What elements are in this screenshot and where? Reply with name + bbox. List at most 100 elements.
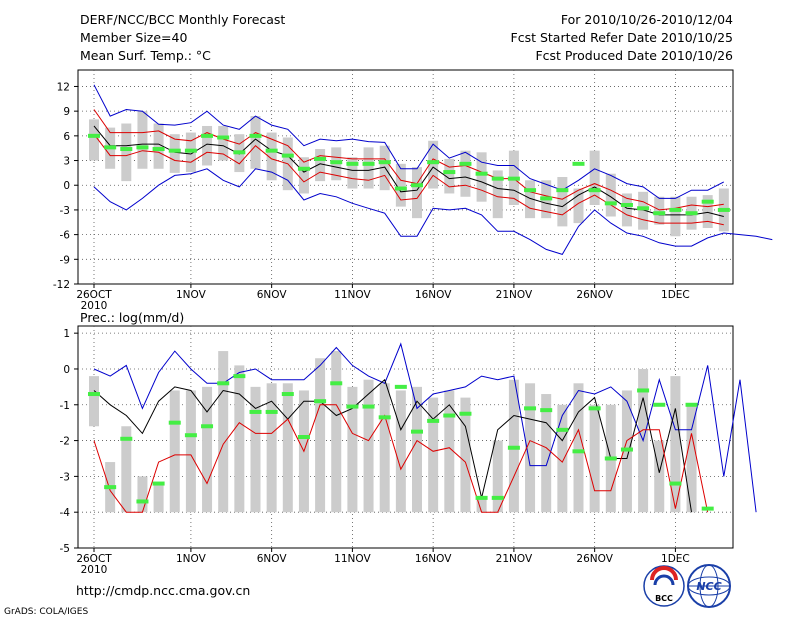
temp-ytick-label: -12 <box>53 279 70 291</box>
prec-climatology-mark <box>556 427 569 432</box>
prec-spread-box <box>654 440 665 513</box>
prec-climatology-mark <box>120 436 133 441</box>
prec-spread-box <box>169 390 180 513</box>
temp-spread-box <box>347 157 358 189</box>
temp-climatology-mark <box>88 133 100 138</box>
temp-max-line <box>93 84 725 199</box>
temp-climatology-mark <box>136 145 149 150</box>
prec-panel-title: Prec.: log(mm/d) <box>80 310 184 325</box>
ncc-logo: NCC <box>687 564 731 608</box>
temp-climatology-mark <box>669 207 682 212</box>
temp-climatology-mark <box>540 196 553 201</box>
prec-climatology-mark <box>265 409 278 414</box>
temp-climatology-mark <box>717 207 730 212</box>
temp-spread-box <box>153 123 164 169</box>
temp-spread-box <box>460 150 471 197</box>
precipitation-panel: -5 -4 -3 -2 -1 0 1 26OCT 1NOV 6NOV 11NOV 16NOV 21NOV… <box>60 325 757 576</box>
temp-ytick-label: 6 <box>63 131 70 143</box>
prec-climatology-mark <box>507 445 520 450</box>
temp-climatology-mark <box>443 170 456 175</box>
temp-climatology-mark <box>265 148 278 153</box>
temp-climatology-mark <box>394 186 407 191</box>
temp-climatology-mark <box>556 188 569 193</box>
prec-spread-box <box>331 351 342 513</box>
prec-climatology-mark <box>604 456 617 461</box>
temp-climatology-mark <box>184 148 197 153</box>
temp-xtick-label: 1NOV <box>176 289 207 301</box>
prec-xtick-label: 11NOV <box>334 553 371 565</box>
temp-mean-line <box>93 125 724 217</box>
source-url: http://cmdp.ncc.cma.gov.cn <box>76 583 250 598</box>
temp-spread-box <box>444 158 455 194</box>
temp-climatology-mark <box>701 199 714 204</box>
temp-climatology-mark <box>104 145 117 150</box>
prec-spread-box <box>218 351 229 513</box>
prec-spread-box <box>670 376 681 513</box>
temp-spread-box <box>525 180 536 219</box>
temp-spread-box <box>654 196 665 225</box>
prec-climatology-mark <box>104 485 117 490</box>
temp-climatology-mark <box>604 201 617 206</box>
prec-climatology-mark <box>346 404 359 409</box>
temp-spread-box <box>573 188 584 224</box>
prec-spread-box <box>234 365 245 513</box>
prec-plot-frame <box>77 325 734 549</box>
temp-year-label: 2010 <box>81 300 108 312</box>
temp-xtick-label: 21NOV <box>496 289 533 301</box>
prec-spread-box <box>202 386 213 513</box>
temp-ytick-label: -6 <box>60 230 71 242</box>
member-size: Member Size=40 <box>80 30 187 45</box>
chart-title: DERF/NCC/BCC Monthly Forecast <box>80 12 285 27</box>
prec-spread-box <box>476 497 487 513</box>
prec-climatology-mark <box>136 499 149 504</box>
prec-ytick-label: 1 <box>63 328 70 340</box>
prec-climatology-mark <box>281 392 294 397</box>
fcst-started: Fcst Started Refer Date 2010/10/25 <box>511 30 734 45</box>
prec-xtick-label: 1NOV <box>176 553 207 565</box>
prec-climatology-mark <box>411 429 423 434</box>
prec-climatology-mark <box>443 413 456 418</box>
prec-climatology-mark <box>459 411 472 416</box>
bcc-logo: BCC <box>643 565 685 607</box>
prec-xtick-label: 6NOV <box>257 553 288 565</box>
temp-climatology-mark <box>217 135 230 140</box>
temp-spread-box <box>266 132 277 181</box>
prec-spread-box <box>428 397 439 513</box>
prec-spread-box <box>379 383 390 513</box>
prec-spread-box <box>412 386 422 513</box>
prec-spread-box <box>282 383 293 513</box>
prec-spread-box <box>395 390 406 513</box>
temp-climatology-mark <box>297 166 310 171</box>
temp-ytick-label: -3 <box>60 205 70 217</box>
prec-climatology-mark <box>701 506 714 511</box>
prec-ytick-label: -1 <box>60 400 70 412</box>
temp-climatology-mark <box>152 147 165 152</box>
temp-panel-title: Mean Surf. Temp.: °C <box>80 48 211 63</box>
prec-climatology-mark <box>540 408 553 413</box>
prec-climatology-mark <box>637 388 650 393</box>
ncc-logo-text: NCC <box>696 580 721 593</box>
temp-climatology-mark <box>427 160 440 165</box>
prec-climatology-mark <box>297 435 310 439</box>
temp-spread-box <box>670 196 681 237</box>
prec-climatology-mark <box>217 381 230 386</box>
prec-climatology-mark <box>685 402 698 407</box>
temp-climatology-mark <box>314 156 327 161</box>
temp-spread-box <box>298 157 309 194</box>
temp-climatology-mark <box>346 161 359 166</box>
prec-spread-box <box>347 386 358 513</box>
prec-climatology-mark <box>378 415 391 420</box>
forecast-period: For 2010/10/26-2010/12/04 <box>561 12 733 27</box>
prec-spread-box <box>460 397 471 513</box>
prec-spread-box <box>573 383 584 513</box>
temp-xtick-label: 26NOV <box>576 289 613 301</box>
temperature-panel: -12 -9 -6 -3 0 3 6 9 12 26OCT 1NOV 6NOV 11NOV 16NOV 21… <box>53 69 773 312</box>
prec-climatology-mark <box>491 495 504 500</box>
temp-climatology-mark <box>685 211 698 216</box>
temp-climatology-mark <box>524 188 537 193</box>
temp-spread-box <box>121 123 132 182</box>
prec-xtick-label: 26NOV <box>576 553 613 565</box>
temp-climatology-mark <box>637 206 650 211</box>
prec-climatology-mark <box>620 447 633 452</box>
